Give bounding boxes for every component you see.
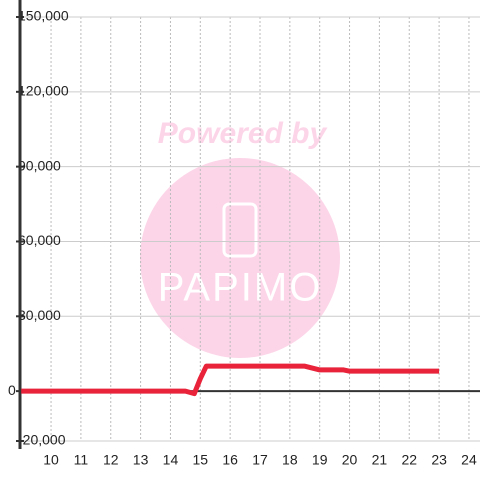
x-tick-label: 15 [193,452,209,468]
x-tick-label: 18 [282,452,298,468]
watermark-text: Powered by [158,117,328,150]
y-tick-label: -20,000 [18,432,66,448]
y-tick-label: 90,000 [18,157,61,173]
x-tick-label: 19 [312,452,328,468]
x-tick-label: 11 [74,452,89,468]
y-tick-label: 120,000 [18,83,69,99]
y-tick-label: 30,000 [18,307,61,323]
x-tick-label: 21 [372,452,388,468]
x-tick-label: 10 [43,452,59,468]
y-tick-label: 150,000 [18,8,69,24]
y-tick-label: 0 [8,382,16,398]
watermark-phone [222,202,258,258]
watermark-logo: PAPIMO [158,266,323,310]
y-tick-label: 60,000 [18,232,61,248]
x-tick-label: 16 [222,452,238,468]
x-tick-label: 17 [252,452,268,468]
x-tick-label: 12 [103,452,119,468]
x-tick-label: 24 [461,452,477,468]
x-tick-label: 14 [163,452,179,468]
x-tick-label: 23 [431,452,447,468]
x-tick-label: 13 [133,452,149,468]
watermark-circle [140,158,340,358]
x-tick-label: 22 [401,452,417,468]
x-tick-label: 20 [342,452,358,468]
line-series [21,363,440,397]
